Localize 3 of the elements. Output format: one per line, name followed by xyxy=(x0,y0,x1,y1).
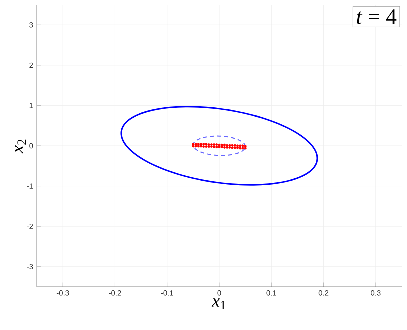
annotation: t = 4 xyxy=(357,10,397,24)
x-axis-title: x$_{1}$ xyxy=(212,298,226,310)
y-axis-title: x$_{2}$ xyxy=(15,140,26,154)
